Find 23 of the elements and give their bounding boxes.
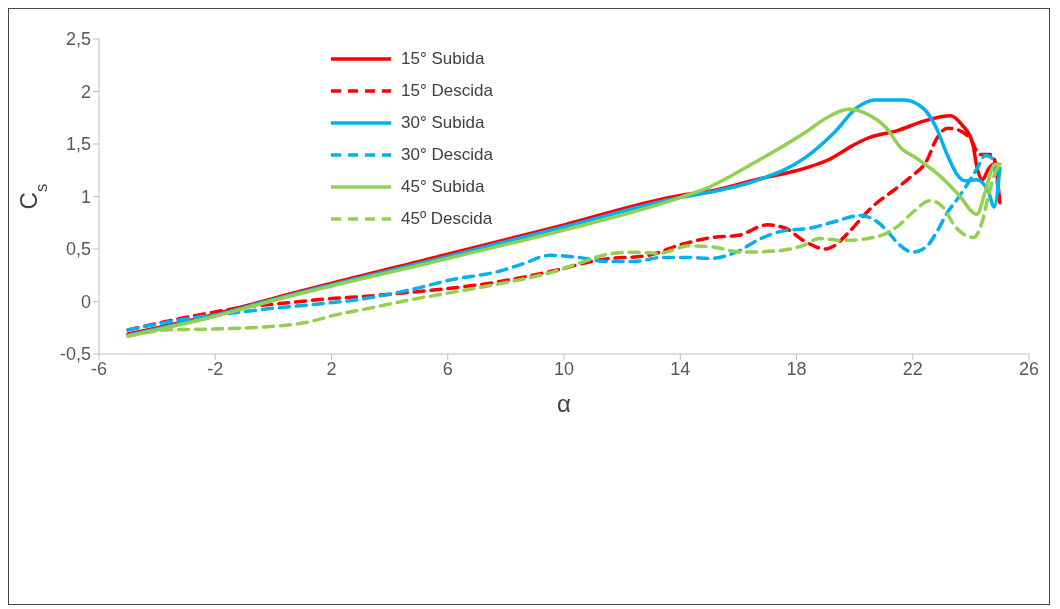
y-tick-label: 2,5	[65, 29, 91, 50]
y-tick-label: 1	[80, 186, 91, 207]
y-tick-label: -0,5	[59, 344, 91, 365]
x-tick-label: 18	[786, 358, 807, 379]
legend-label: 45° Subida	[401, 177, 485, 197]
x-tick-label: 14	[670, 358, 691, 379]
x-axis-title: α	[557, 390, 572, 417]
legend-label: 15° Subida	[401, 49, 485, 69]
y-tick-label: 2	[80, 81, 91, 102]
x-tick-label: 2	[326, 358, 337, 379]
legend-label: 45º Descida	[401, 209, 493, 229]
x-tick-label: 26	[1018, 358, 1040, 379]
x-tick-label: 6	[442, 358, 453, 379]
legend-label: 30° Subida	[401, 113, 485, 133]
legend-label: 15° Descida	[401, 81, 493, 101]
x-tick-label: 22	[902, 358, 923, 379]
y-tick-label: 0	[80, 291, 91, 312]
y-tick-label: 1,5	[65, 134, 91, 155]
legend-label: 30° Descida	[401, 145, 493, 165]
x-tick-label: 10	[553, 358, 575, 379]
x-tick-label: -6	[90, 358, 108, 379]
y-tick-label: 0,5	[65, 239, 91, 260]
x-tick-label: -2	[207, 358, 224, 379]
